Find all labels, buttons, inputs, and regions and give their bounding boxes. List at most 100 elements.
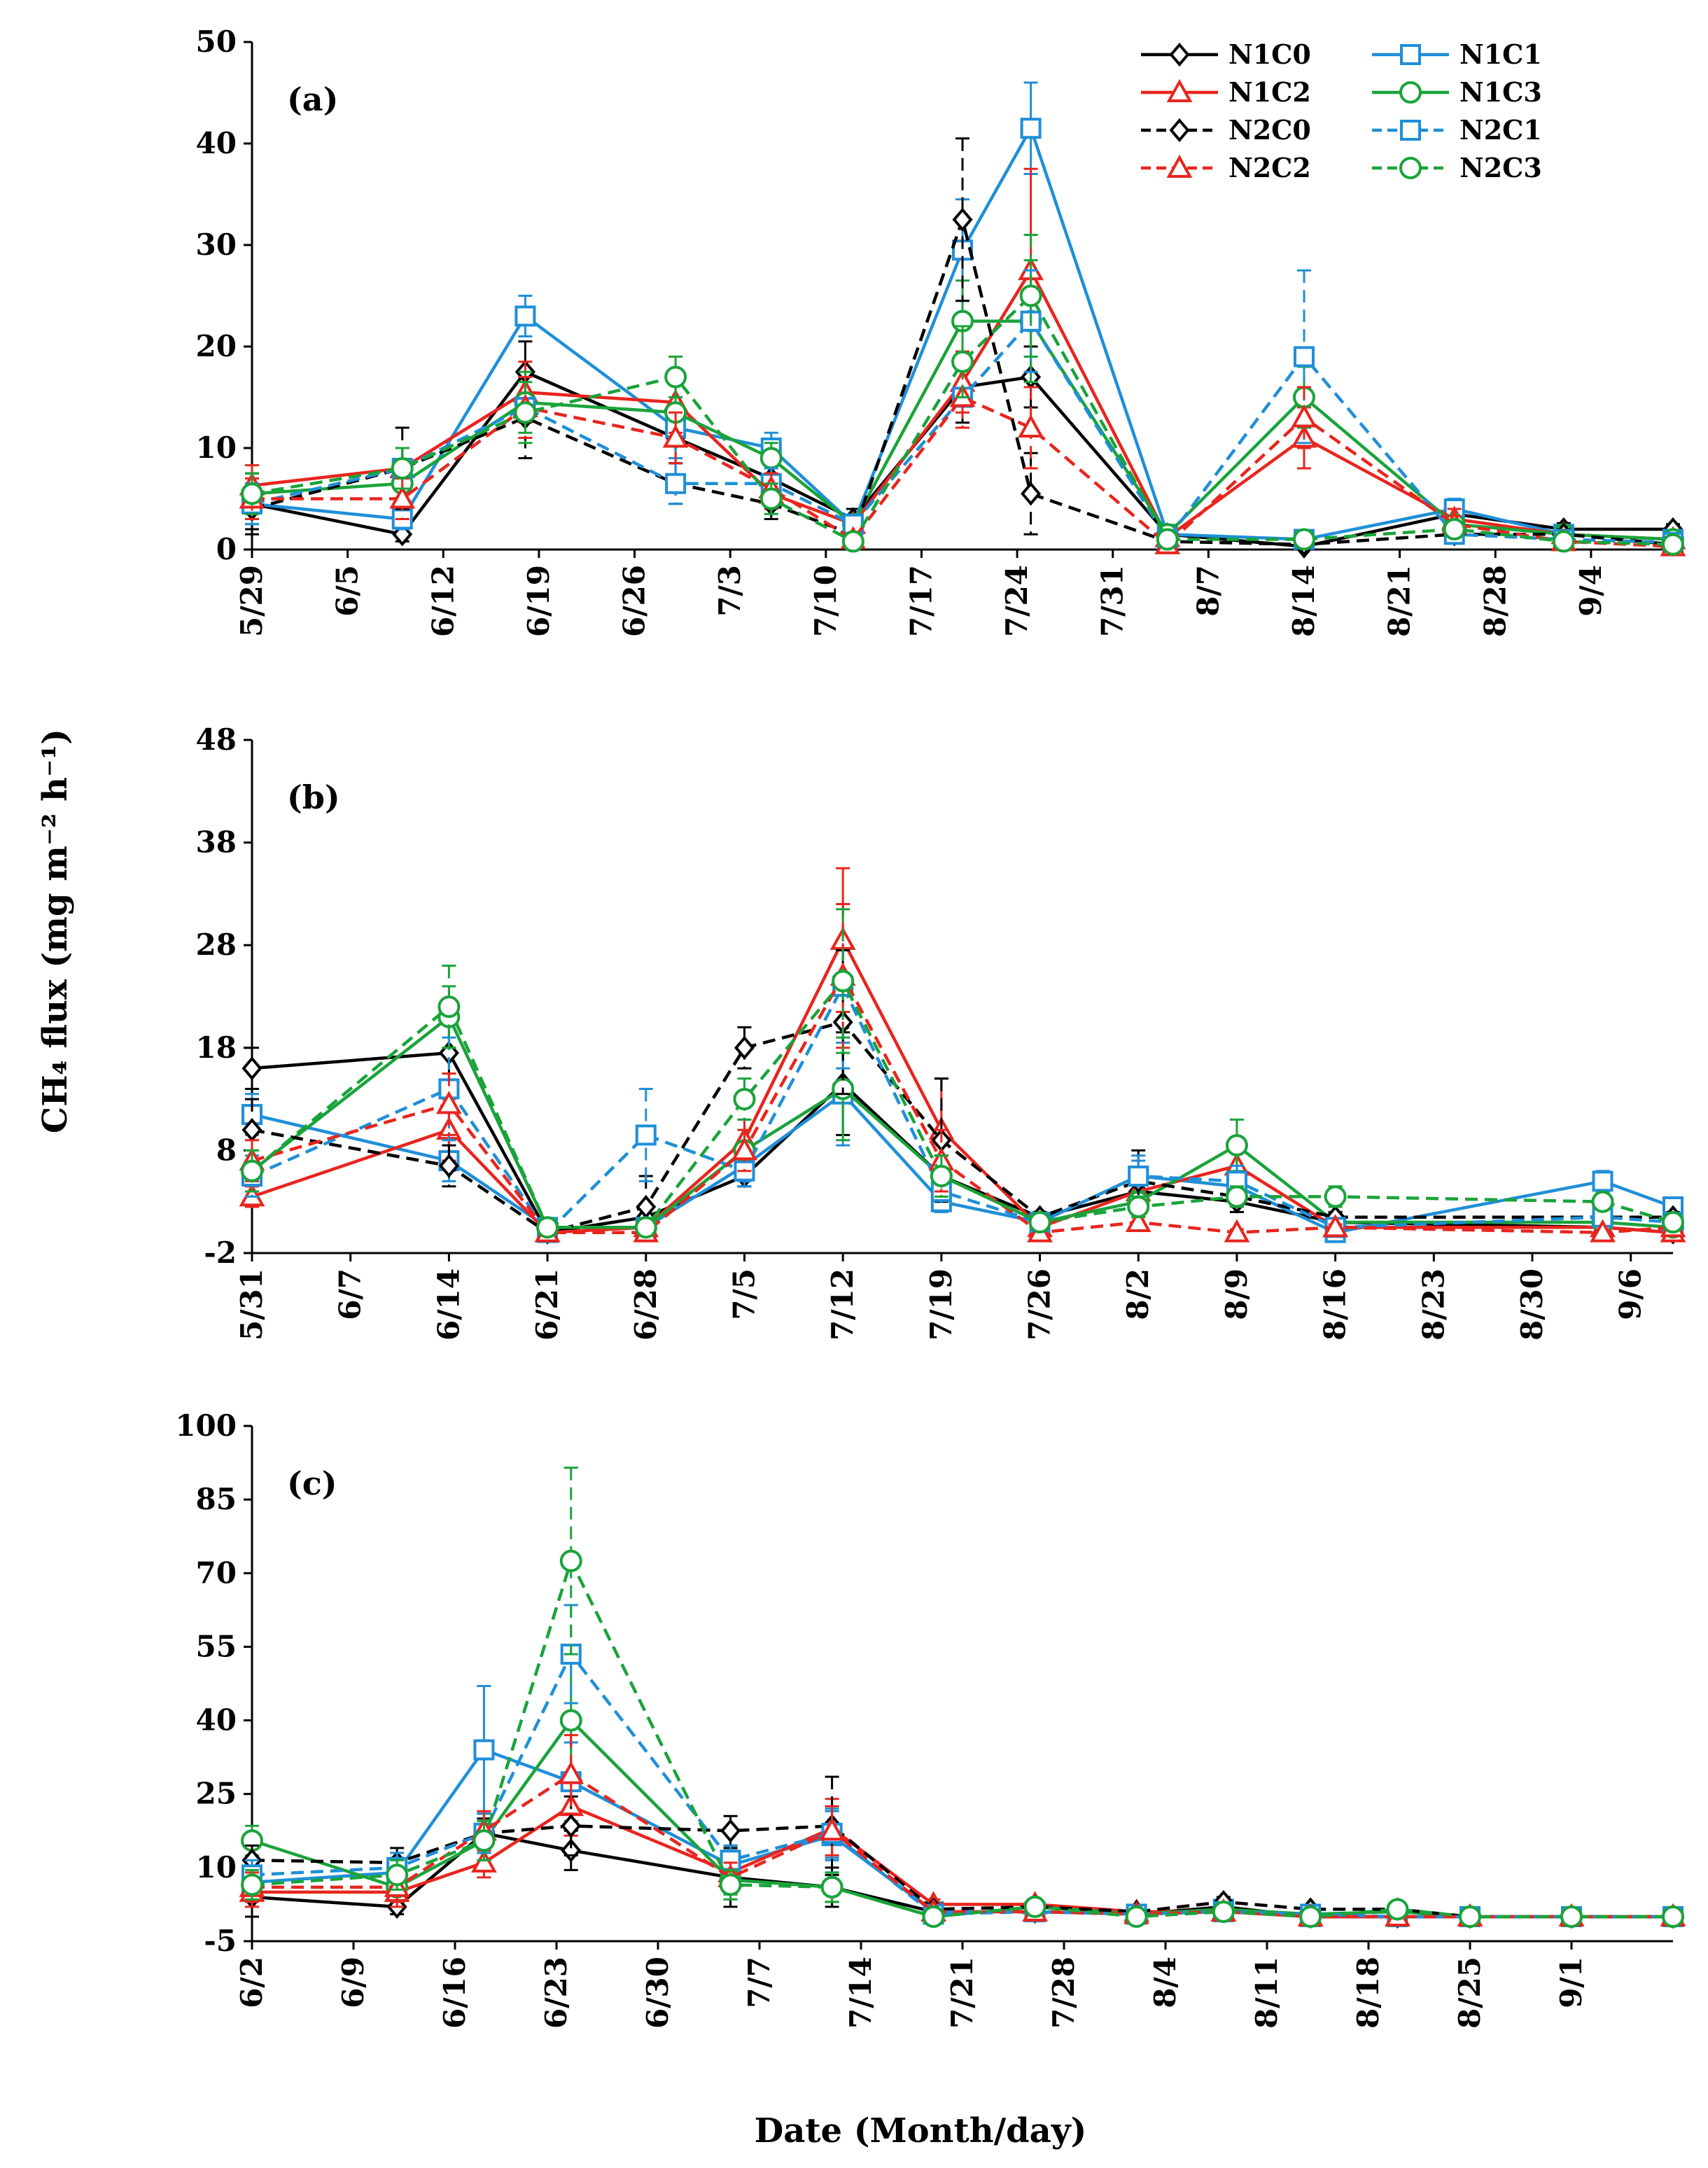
legend-item-n1c1: N1C1 — [1372, 39, 1542, 70]
panel-3: -5 10 25 40 55 70 85 100 6/2 6/9 6/16 6/23 6/30 7/7 7/… — [175, 1408, 1686, 2029]
legend-label: N1C1 — [1460, 39, 1542, 70]
data-point — [1322, 1214, 1349, 1238]
legend-label: N2C0 — [1228, 114, 1311, 146]
data-point — [1125, 1208, 1152, 1233]
x-tick-label: 7/19 — [924, 1268, 958, 1341]
x-tick-label: 7/31 — [1096, 565, 1130, 637]
y-tick-label: 8 — [216, 1133, 237, 1167]
legend-label: N1C0 — [1228, 39, 1311, 70]
series-N2C3 — [241, 1467, 1684, 1928]
data-point — [662, 424, 689, 448]
legend-marker — [1169, 118, 1190, 143]
data-point — [241, 1873, 263, 1896]
legend-label: N2C1 — [1460, 114, 1542, 146]
data-point — [1560, 1905, 1583, 1928]
data-point — [1212, 1900, 1235, 1923]
y-tick-label: 40 — [196, 1703, 237, 1737]
series-line — [251, 974, 1674, 1234]
data-point — [1019, 284, 1042, 307]
x-tick-label: 7/17 — [904, 565, 938, 637]
series-line — [251, 1824, 1673, 1919]
x-tick-label: 6/21 — [530, 1268, 564, 1341]
x-tick-label: 7/26 — [1023, 1268, 1057, 1341]
data-point — [1224, 1219, 1250, 1243]
legend-item-n2c3: N2C3 — [1372, 152, 1542, 183]
data-point — [561, 1814, 582, 1838]
x-tick-label: 7/5 — [727, 1268, 761, 1320]
legend: N1C0 N1C1 N1C2 N1C3 N2C0 N2C1 N2C2 N2C3 — [1141, 39, 1542, 183]
x-tick-label: 7/28 — [1046, 1957, 1081, 2029]
y-tick-label: 55 — [196, 1629, 237, 1663]
series-line — [251, 979, 1674, 1229]
x-tick-label: 8/28 — [1478, 565, 1512, 637]
data-point — [438, 995, 461, 1019]
data-point — [819, 1817, 845, 1841]
y-tick-label: 50 — [196, 25, 237, 59]
data-point — [1662, 533, 1684, 556]
data-point — [1293, 346, 1315, 368]
series-N1C2 — [239, 1775, 1686, 1926]
data-point — [514, 305, 536, 327]
y-tick-label: 38 — [196, 825, 237, 860]
data-point — [1018, 414, 1044, 438]
legend-marker — [1166, 78, 1193, 102]
data-point — [1225, 1134, 1248, 1157]
x-tick-label: 7/3 — [713, 565, 747, 617]
data-point — [514, 401, 537, 424]
y-tick-label: 70 — [196, 1555, 237, 1590]
data-point — [922, 1905, 945, 1928]
series-N2C3 — [241, 908, 1684, 1239]
series-line — [251, 1652, 1673, 1919]
x-tick-label: 6/5 — [330, 565, 365, 617]
series-line — [252, 1772, 1673, 1919]
y-tick-label: 40 — [196, 126, 237, 160]
legend-marker — [1399, 157, 1422, 179]
x-tick-label: 7/14 — [844, 1957, 878, 2029]
legend-item-n1c3: N1C3 — [1372, 76, 1542, 108]
series-N2C3 — [241, 234, 1684, 556]
data-point — [386, 1863, 409, 1887]
data-point — [536, 1216, 559, 1239]
x-tick-label: 7/12 — [825, 1268, 860, 1341]
legend-item-n2c0: N2C0 — [1141, 114, 1311, 146]
data-point — [1459, 1905, 1481, 1928]
data-point — [1292, 528, 1315, 551]
series-line — [251, 1719, 1673, 1919]
y-tick-label: 30 — [196, 228, 237, 262]
series-line — [252, 1804, 1673, 1919]
panel-label: (c) — [287, 1464, 337, 1502]
x-tick-label: 8/2 — [1121, 1268, 1155, 1320]
panel-1: 0 10 20 30 40 50 5/29 6/5 6/12 6/19 6/26 7/3 7/10 7/1… — [196, 25, 1686, 637]
y-tick-label: -2 — [204, 1236, 237, 1270]
x-tick-label: 9/4 — [1574, 565, 1608, 617]
x-tick-label: 8/21 — [1382, 565, 1417, 637]
x-tick-label: 6/2 — [234, 1957, 269, 2008]
x-tick-label: 8/11 — [1250, 1957, 1284, 2029]
data-point — [438, 1154, 459, 1178]
x-tick-label: 7/10 — [808, 565, 843, 637]
y-tick-label: 10 — [196, 1850, 237, 1884]
data-point — [558, 1761, 584, 1784]
y-tick-label: 10 — [196, 431, 237, 465]
x-tick-label: 6/26 — [617, 565, 652, 637]
x-tick-label: 8/25 — [1452, 1957, 1487, 2029]
data-point — [719, 1873, 742, 1896]
series-N2C1 — [241, 1604, 1684, 1927]
data-point — [1225, 1185, 1248, 1208]
x-axis-title: Date (Month/day) — [755, 2111, 1087, 2150]
data-point — [1324, 1185, 1347, 1208]
x-tick-label: 5/29 — [234, 565, 269, 637]
legend-item-n1c0: N1C0 — [1141, 39, 1311, 70]
legend-item-n2c2: N2C2 — [1141, 152, 1311, 183]
series-N2C2 — [239, 903, 1686, 1243]
data-point — [634, 1216, 657, 1239]
series-N2C2 — [239, 1734, 1686, 1926]
data-point — [664, 365, 687, 389]
data-point — [760, 487, 783, 510]
legend-marker — [1399, 81, 1422, 104]
x-tick-label: 8/16 — [1318, 1268, 1352, 1341]
series-line — [251, 1559, 1673, 1919]
data-point — [472, 1829, 496, 1852]
data-point — [1443, 518, 1466, 540]
